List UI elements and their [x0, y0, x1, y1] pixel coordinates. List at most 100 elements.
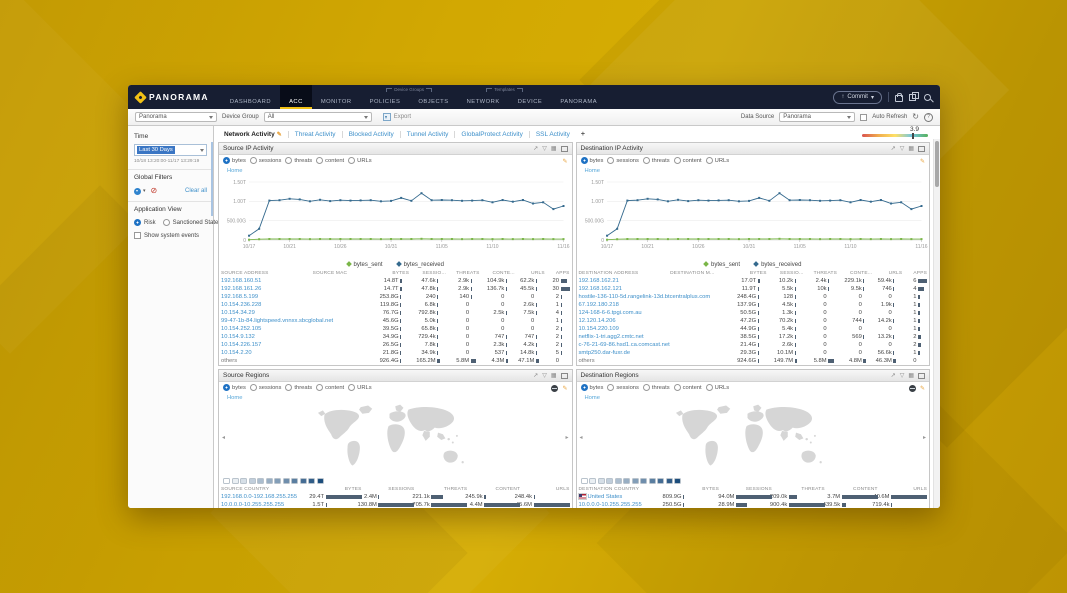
jump-to-logs-icon[interactable]: ↗ [533, 372, 539, 379]
metric-content-radio[interactable]: content [316, 157, 344, 164]
data-source-select[interactable]: Panorama [779, 112, 856, 122]
metric-urls-radio[interactable]: URLs [348, 157, 372, 164]
sanctioned-state-radio[interactable] [162, 219, 170, 226]
risk-radio[interactable] [134, 219, 141, 226]
nav-item-network[interactable]: NETWORK [466, 98, 500, 105]
main-scrollbar[interactable] [933, 139, 940, 508]
column-header-urls[interactable]: URLS [888, 271, 903, 276]
address-link[interactable]: 192.168.5.199 [221, 294, 259, 300]
address-link[interactable]: 10.154.252.105 [221, 326, 262, 332]
address-link[interactable]: 192.168.160.51 [221, 278, 262, 284]
legend-item-bytes-received[interactable]: bytes_received [395, 261, 444, 268]
address-link[interactable]: 99-47-1b-84.lightspeed.vnnxx.sbcglobal.n… [221, 318, 334, 324]
maximize-icon[interactable] [560, 372, 568, 379]
tab-network-activity[interactable]: Network Activity ✎ [224, 130, 282, 138]
column-header-bytes[interactable]: BYTES [749, 271, 767, 276]
legend-item-bytes-received[interactable]: bytes_received [753, 261, 801, 268]
metric-sessions-radio[interactable]: sessions [249, 384, 281, 391]
column-header-content[interactable]: CONTENT [495, 487, 521, 492]
search-icon[interactable] [924, 93, 931, 101]
address-link[interactable]: 10.154.34.29 [221, 310, 255, 316]
edit-pencil-icon[interactable]: ✎ [562, 159, 568, 165]
nav-item-acc[interactable]: ACC [280, 85, 312, 109]
address-link[interactable]: 67.192.180.218 [578, 302, 619, 308]
nav-item-device[interactable]: DEVICE [517, 98, 543, 105]
metric-content-radio[interactable]: content [673, 384, 702, 391]
table-view-icon[interactable]: ▦ [550, 145, 557, 152]
address-link[interactable]: 10.154.2.20 [221, 350, 252, 356]
globe-icon[interactable] [908, 385, 916, 392]
auto-refresh-checkbox[interactable] [860, 113, 868, 121]
metric-bytes-radio[interactable]: bytes [223, 157, 246, 164]
nav-item-panorama[interactable]: PANORAMA [560, 98, 598, 105]
column-header-threats[interactable]: THREATS [813, 271, 838, 276]
metric-threats-radio[interactable]: threats [285, 157, 312, 164]
refresh-icon[interactable]: ↻ [912, 112, 919, 121]
country-link[interactable]: 192.168.0.0-192.168.255.255 [221, 494, 298, 500]
edit-pencil-icon[interactable]: ✎ [919, 159, 925, 165]
column-header-apps[interactable]: APPS [555, 271, 570, 276]
nav-item-monitor[interactable]: MONITOR [320, 98, 352, 105]
column-header-urls[interactable]: URLS [555, 487, 570, 492]
pan-left-icon[interactable]: ◂ [222, 435, 226, 442]
address-link[interactable]: c-76-21-69-86.hsd1.ca.comcast.net [578, 342, 670, 348]
sidebar-scrollbar[interactable] [211, 142, 213, 216]
column-header-bytes[interactable]: BYTES [392, 271, 410, 276]
metric-threats-radio[interactable]: threats [642, 384, 670, 391]
column-header-destination-address[interactable]: DESTINATION ADDRESS [578, 271, 639, 276]
metric-sessions-radio[interactable]: sessions [607, 384, 639, 391]
pan-right-icon[interactable]: ▸ [565, 435, 569, 442]
breadcrumb[interactable]: Home [584, 168, 600, 174]
metric-bytes-radio[interactable]: bytes [580, 384, 603, 391]
lock-icon[interactable] [895, 92, 903, 102]
maximize-icon[interactable] [560, 145, 568, 152]
filter-icon[interactable]: ▽ [899, 372, 905, 379]
tab-ssl-activity[interactable]: SSL Activity [528, 130, 576, 138]
filter-icon[interactable]: ▽ [542, 145, 547, 152]
legend-item-bytes-sent[interactable]: bytes_sent [703, 261, 740, 268]
column-header-conte[interactable]: CONTE... [492, 271, 515, 276]
edit-pencil-icon[interactable]: ✎ [919, 386, 925, 392]
address-link[interactable]: smtp250.dar-fuxr.de [578, 350, 631, 356]
address-link[interactable]: 10.154.236.228 [221, 302, 262, 308]
clear-all-link[interactable]: Clear all [184, 188, 207, 194]
show-system-events-checkbox[interactable] [134, 232, 141, 239]
column-header-sessions[interactable]: SESSIONS [745, 487, 772, 492]
time-range-select[interactable]: Last 30 Days [134, 144, 207, 156]
edit-pencil-icon[interactable]: ✎ [562, 386, 568, 392]
jump-to-logs-icon[interactable]: ↗ [890, 145, 896, 152]
nav-item-objects[interactable]: OBJECTS [418, 98, 449, 105]
country-link[interactable]: 10.0.0.0-10.255.255.255 [578, 502, 642, 508]
tab-threat-activity[interactable]: Threat Activity [287, 130, 342, 138]
jump-to-logs-icon[interactable]: ↗ [533, 145, 539, 152]
table-view-icon[interactable]: ▦ [908, 372, 914, 379]
export-button[interactable]: Export [382, 113, 411, 121]
address-link[interactable]: 10.154.9.132 [221, 334, 255, 340]
column-header-source-mac[interactable]: SOURCE MAC [312, 271, 348, 276]
pan-left-icon[interactable]: ◂ [579, 435, 583, 442]
jump-to-logs-icon[interactable]: ↗ [890, 372, 896, 379]
address-link[interactable]: 124-168-6-6.tpgi.com.au [578, 310, 642, 316]
device-group-select[interactable]: All [263, 112, 372, 122]
commit-button[interactable]: ↑ Commit ▾ [833, 90, 882, 104]
breadcrumb[interactable]: Home [584, 395, 600, 401]
help-icon[interactable]: ? [924, 112, 933, 122]
filter-funnel-icon[interactable] [134, 187, 141, 195]
column-header-threats[interactable]: THREATS [801, 487, 825, 492]
address-link[interactable]: netflix-1-tri.agg2.cmtc.net [578, 334, 644, 340]
address-link[interactable]: 192.168.161.26 [221, 286, 262, 292]
metric-bytes-radio[interactable]: bytes [580, 157, 603, 164]
column-header-bytes[interactable]: BYTES [344, 487, 362, 492]
country-link[interactable]: 10.0.0.0-10.255.255.255 [221, 502, 285, 508]
breadcrumb[interactable]: Home [227, 395, 243, 401]
metric-sessions-radio[interactable]: sessions [249, 157, 281, 164]
column-header-source-country[interactable]: SOURCE COUNTRY [221, 487, 270, 492]
tab-blocked-activity[interactable]: Blocked Activity [341, 130, 400, 138]
nav-item-policies[interactable]: POLICIES [369, 98, 401, 105]
table-view-icon[interactable]: ▦ [550, 372, 557, 379]
address-link[interactable]: 10.154.220.109 [578, 326, 619, 332]
country-link[interactable]: United States [587, 494, 623, 500]
column-header-source-address[interactable]: SOURCE ADDRESS [221, 271, 269, 276]
maximize-icon[interactable] [918, 145, 925, 152]
add-tab-button[interactable]: + [580, 130, 585, 138]
